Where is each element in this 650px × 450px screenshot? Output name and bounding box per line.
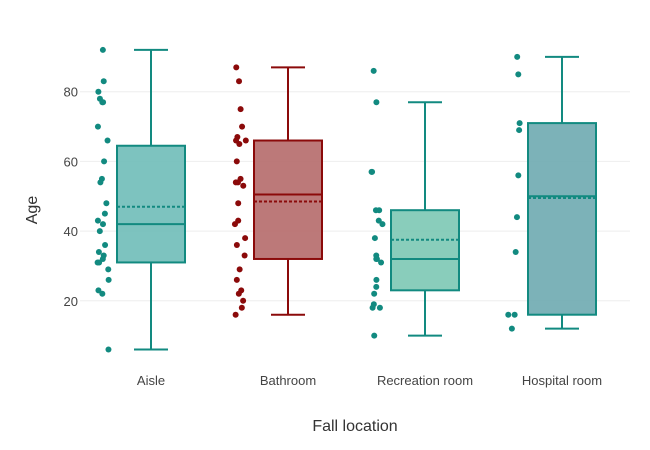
data-point xyxy=(99,290,106,297)
data-point xyxy=(373,99,380,106)
data-point xyxy=(233,64,240,71)
data-point xyxy=(233,276,240,283)
x-tick-label: Hospital room xyxy=(522,373,602,388)
data-point xyxy=(511,311,518,318)
data-point xyxy=(369,304,376,311)
data-point xyxy=(242,235,249,242)
data-point xyxy=(239,123,246,130)
x-tick-label: Aisle xyxy=(137,373,165,388)
data-point xyxy=(235,200,242,207)
data-point xyxy=(516,120,523,127)
data-point xyxy=(104,137,111,144)
data-point xyxy=(236,78,243,85)
data-point xyxy=(94,259,101,266)
data-point xyxy=(516,127,523,134)
box-series xyxy=(94,46,597,353)
data-point xyxy=(371,235,378,242)
y-tick-label: 80 xyxy=(64,85,78,100)
data-point xyxy=(515,71,522,78)
data-point xyxy=(95,249,102,255)
data-point xyxy=(373,283,380,290)
data-point xyxy=(376,304,383,311)
data-point xyxy=(505,311,512,318)
y-tick-label: 60 xyxy=(64,154,78,169)
data-point xyxy=(96,228,103,235)
x-tick-label: Recreation room xyxy=(377,373,473,388)
data-point xyxy=(232,179,239,186)
data-point xyxy=(514,53,521,60)
data-point xyxy=(99,46,106,53)
data-point xyxy=(368,168,375,175)
data-point xyxy=(370,67,377,74)
data-point xyxy=(371,332,378,339)
data-point xyxy=(102,242,109,249)
data-point xyxy=(103,200,110,207)
data-point xyxy=(236,266,243,273)
data-point xyxy=(231,221,238,228)
data-point xyxy=(508,325,515,332)
iqr-box xyxy=(527,122,597,316)
data-point xyxy=(105,346,112,353)
box-group xyxy=(94,46,186,353)
data-point xyxy=(95,287,102,294)
iqr-box xyxy=(253,139,323,260)
data-point xyxy=(241,252,248,259)
x-tick-label: Bathroom xyxy=(260,373,316,388)
data-point xyxy=(94,123,101,130)
data-point xyxy=(99,221,106,228)
data-point xyxy=(373,255,380,262)
data-point xyxy=(105,266,112,273)
y-axis-title: Age xyxy=(24,196,41,225)
y-tick-label: 40 xyxy=(64,224,78,239)
data-point xyxy=(378,259,385,266)
box-group xyxy=(231,64,323,318)
data-point xyxy=(371,290,378,297)
data-point xyxy=(237,106,244,113)
data-point xyxy=(233,158,240,165)
data-point xyxy=(242,137,249,144)
y-tick-label: 20 xyxy=(64,294,78,309)
data-point xyxy=(97,179,104,186)
data-point xyxy=(240,297,247,304)
data-point xyxy=(513,214,520,221)
data-point xyxy=(512,249,519,255)
data-point xyxy=(105,276,112,283)
data-point xyxy=(238,304,245,311)
data-point xyxy=(101,158,108,165)
data-point xyxy=(95,88,102,95)
data-point xyxy=(232,311,239,318)
data-point xyxy=(379,221,386,228)
data-point xyxy=(376,207,383,214)
data-point xyxy=(233,242,240,249)
iqr-box xyxy=(390,209,460,292)
box-group xyxy=(368,67,460,339)
box-group xyxy=(505,53,597,332)
x-axis-title: Fall location xyxy=(312,418,397,435)
data-point xyxy=(236,141,243,147)
data-point xyxy=(100,78,107,85)
iqr-box xyxy=(116,144,186,264)
data-point xyxy=(101,210,108,217)
data-point xyxy=(515,172,522,179)
x-axis-ticks: Aisle Bathroom Recreation room Hospital roo… xyxy=(137,373,602,388)
data-point xyxy=(240,182,247,189)
data-point xyxy=(100,99,107,106)
data-point xyxy=(373,276,380,283)
data-point xyxy=(94,217,101,224)
data-point xyxy=(235,290,242,297)
y-axis-ticks: 20 40 60 80 xyxy=(64,85,78,309)
